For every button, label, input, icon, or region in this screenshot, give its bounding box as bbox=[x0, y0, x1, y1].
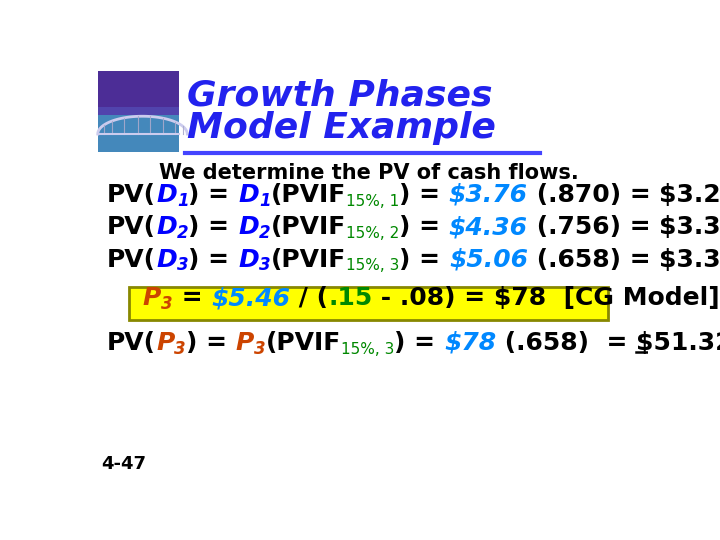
Text: PV(: PV( bbox=[107, 330, 156, 355]
Text: 2: 2 bbox=[177, 224, 189, 242]
Text: D: D bbox=[156, 247, 177, 272]
Text: (PVIF: (PVIF bbox=[266, 330, 341, 355]
Text: ) =: ) = bbox=[186, 330, 236, 355]
Text: PV(: PV( bbox=[107, 215, 156, 239]
Text: PV(: PV( bbox=[107, 183, 156, 207]
Text: ) =: ) = bbox=[189, 247, 238, 272]
Text: PV(: PV( bbox=[107, 247, 156, 272]
Text: 15%, 1: 15%, 1 bbox=[346, 194, 399, 209]
Bar bbox=[98, 71, 179, 152]
Text: ) =: ) = bbox=[189, 183, 238, 207]
Text: 3: 3 bbox=[174, 340, 186, 357]
Text: (PVIF: (PVIF bbox=[271, 183, 346, 207]
Text: ) =: ) = bbox=[399, 183, 449, 207]
Bar bbox=[98, 71, 179, 116]
Text: Growth Phases: Growth Phases bbox=[187, 79, 492, 113]
Text: 1: 1 bbox=[177, 192, 189, 210]
Text: 15%, 3: 15%, 3 bbox=[341, 342, 395, 356]
Text: 4-47: 4-47 bbox=[102, 455, 147, 473]
Text: .15: .15 bbox=[328, 286, 372, 310]
Text: 3: 3 bbox=[259, 256, 271, 274]
Text: ) =: ) = bbox=[399, 247, 449, 272]
Text: D: D bbox=[156, 183, 177, 207]
Text: 3: 3 bbox=[254, 340, 266, 357]
Text: (.870) =: (.870) = bbox=[528, 183, 660, 207]
Bar bbox=[98, 107, 179, 152]
Text: $3.27: $3.27 bbox=[660, 183, 720, 207]
Text: ) =: ) = bbox=[189, 215, 238, 239]
Text: 1: 1 bbox=[259, 192, 271, 210]
Text: $4.36: $4.36 bbox=[449, 215, 528, 239]
Text: (.756) =: (.756) = bbox=[528, 215, 660, 239]
Text: =: = bbox=[173, 286, 211, 310]
Text: 15%, 2: 15%, 2 bbox=[346, 226, 399, 241]
Text: We determine the PV of cash flows.: We determine the PV of cash flows. bbox=[159, 164, 579, 184]
Text: ) =: ) = bbox=[395, 330, 444, 355]
Text: 2: 2 bbox=[259, 224, 271, 242]
Text: $51.32: $51.32 bbox=[636, 330, 720, 355]
Text: $5.06: $5.06 bbox=[449, 247, 528, 272]
Text: (PVIF: (PVIF bbox=[271, 247, 346, 272]
Text: / (: / ( bbox=[290, 286, 328, 310]
Text: $3.30: $3.30 bbox=[660, 215, 720, 239]
Text: $3.76: $3.76 bbox=[449, 183, 528, 207]
Text: 3: 3 bbox=[161, 295, 173, 313]
Text: P: P bbox=[143, 286, 161, 310]
Text: (.658)  =: (.658) = bbox=[496, 330, 636, 355]
Text: D: D bbox=[156, 215, 177, 239]
Text: (PVIF: (PVIF bbox=[271, 215, 346, 239]
FancyBboxPatch shape bbox=[129, 287, 608, 320]
Text: ) =: ) = bbox=[399, 215, 449, 239]
Text: D: D bbox=[238, 247, 259, 272]
Text: $78: $78 bbox=[444, 330, 496, 355]
Text: $5.46: $5.46 bbox=[211, 286, 290, 310]
Text: 15%, 3: 15%, 3 bbox=[346, 258, 399, 273]
Text: P: P bbox=[236, 330, 254, 355]
Text: D: D bbox=[238, 215, 259, 239]
Text: P: P bbox=[156, 330, 174, 355]
Text: 3: 3 bbox=[177, 256, 189, 274]
Text: Model Example: Model Example bbox=[187, 111, 496, 145]
Text: $3.33: $3.33 bbox=[660, 247, 720, 272]
Text: - .08) = $78  [CG Model]: - .08) = $78 [CG Model] bbox=[372, 286, 720, 310]
Text: (.658) =: (.658) = bbox=[528, 247, 660, 272]
Text: D: D bbox=[238, 183, 259, 207]
